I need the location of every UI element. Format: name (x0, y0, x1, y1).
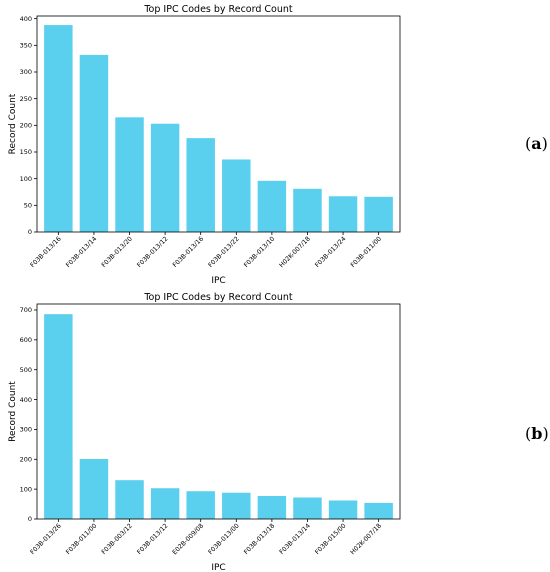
bar-1 (79, 458, 109, 519)
panel-label-a: (a) (525, 134, 548, 153)
bar-0 (44, 314, 73, 519)
y-tick-label-0: 0 (28, 228, 32, 236)
chart-0: F03B-013/16 F03B-013/14 F03B-013/20 F03B-01… (8, 4, 401, 286)
x-tick-label-8: F03B-013/24 (314, 235, 348, 269)
y-tick-label-2: 200 (20, 455, 32, 463)
y-tick-label-7: 700 (20, 306, 32, 314)
bar-1 (79, 54, 109, 233)
chart-title: Top IPC Codes by Record Count (143, 4, 293, 15)
x-tick-label-6: F03B-013/18 (243, 522, 277, 556)
y-axis-label: Record Count (8, 381, 18, 442)
bar-9 (364, 502, 393, 520)
bar-3 (150, 123, 180, 232)
bar-8 (328, 500, 358, 519)
y-tick-label-4: 200 (20, 122, 32, 130)
x-tick-label-7: H02K-007/18 (278, 235, 312, 269)
x-tick-label-0: F03B-013/26 (29, 522, 63, 556)
bar-5 (222, 492, 251, 519)
bar-2 (115, 480, 144, 519)
bar-8 (328, 196, 358, 232)
y-tick-label-5: 500 (20, 366, 32, 374)
x-tick-label-3: F03B-013/12 (136, 235, 170, 269)
y-tick-label-6: 300 (20, 68, 32, 76)
y-axis-label: Record Count (8, 93, 18, 154)
y-tick-label-5: 250 (20, 95, 32, 103)
bar-4 (186, 491, 215, 519)
y-tick-label-2: 100 (20, 175, 32, 183)
bar-0 (44, 25, 73, 232)
y-tick-label-4: 400 (20, 396, 32, 404)
bar-4 (186, 138, 215, 232)
bar-7 (293, 497, 322, 519)
y-tick-label-7: 350 (20, 42, 32, 50)
x-tick-label-2: F03B-013/20 (100, 235, 134, 269)
x-tick-label-2: F03B-003/12 (100, 522, 134, 556)
y-tick-label-8: 400 (20, 15, 32, 23)
panel-label-b: (b) (525, 424, 549, 443)
bar-2 (115, 117, 144, 232)
y-tick-label-1: 100 (20, 485, 32, 493)
x-tick-label-9: H02K-007/18 (349, 522, 383, 556)
x-tick-label-1: F03B-013/14 (65, 235, 99, 269)
bar-7 (293, 188, 322, 232)
x-tick-label-5: F03B-013/22 (207, 235, 241, 269)
x-tick-label-1: F03B-011/00 (65, 522, 99, 556)
chart-1: F03B-013/26 F03B-011/00 F03B-003/12 F03B-01… (8, 292, 401, 572)
plot-frame (36, 303, 401, 520)
x-tick-label-9: F03B-011/00 (350, 235, 384, 269)
x-axis-label: IPC (211, 563, 225, 572)
y-tick-label-0: 0 (28, 515, 32, 523)
bar-6 (257, 496, 287, 519)
bar-5 (222, 159, 251, 232)
x-tick-label-4: F03B-013/16 (172, 235, 206, 269)
y-tick-label-3: 150 (20, 148, 32, 156)
x-tick-label-8: F03B-015/00 (314, 522, 348, 556)
y-tick-label-1: 50 (24, 202, 32, 210)
x-tick-label-7: F03B-013/14 (278, 522, 312, 556)
x-tick-label-6: F03B-013/10 (243, 235, 277, 269)
plot-frame (36, 15, 401, 233)
y-tick-label-3: 300 (20, 426, 32, 434)
x-tick-label-3: F03B-013/12 (136, 522, 170, 556)
x-tick-label-4: E02B-009/08 (171, 522, 205, 556)
chart-title: Top IPC Codes by Record Count (143, 292, 293, 303)
y-tick-label-6: 600 (20, 336, 32, 344)
x-tick-label-0: F03B-013/16 (29, 235, 63, 269)
bar-9 (364, 196, 393, 232)
bar-6 (257, 180, 287, 232)
x-tick-label-5: F03B-013/00 (207, 522, 241, 556)
bar-3 (150, 488, 180, 519)
x-axis-label: IPC (211, 276, 225, 286)
